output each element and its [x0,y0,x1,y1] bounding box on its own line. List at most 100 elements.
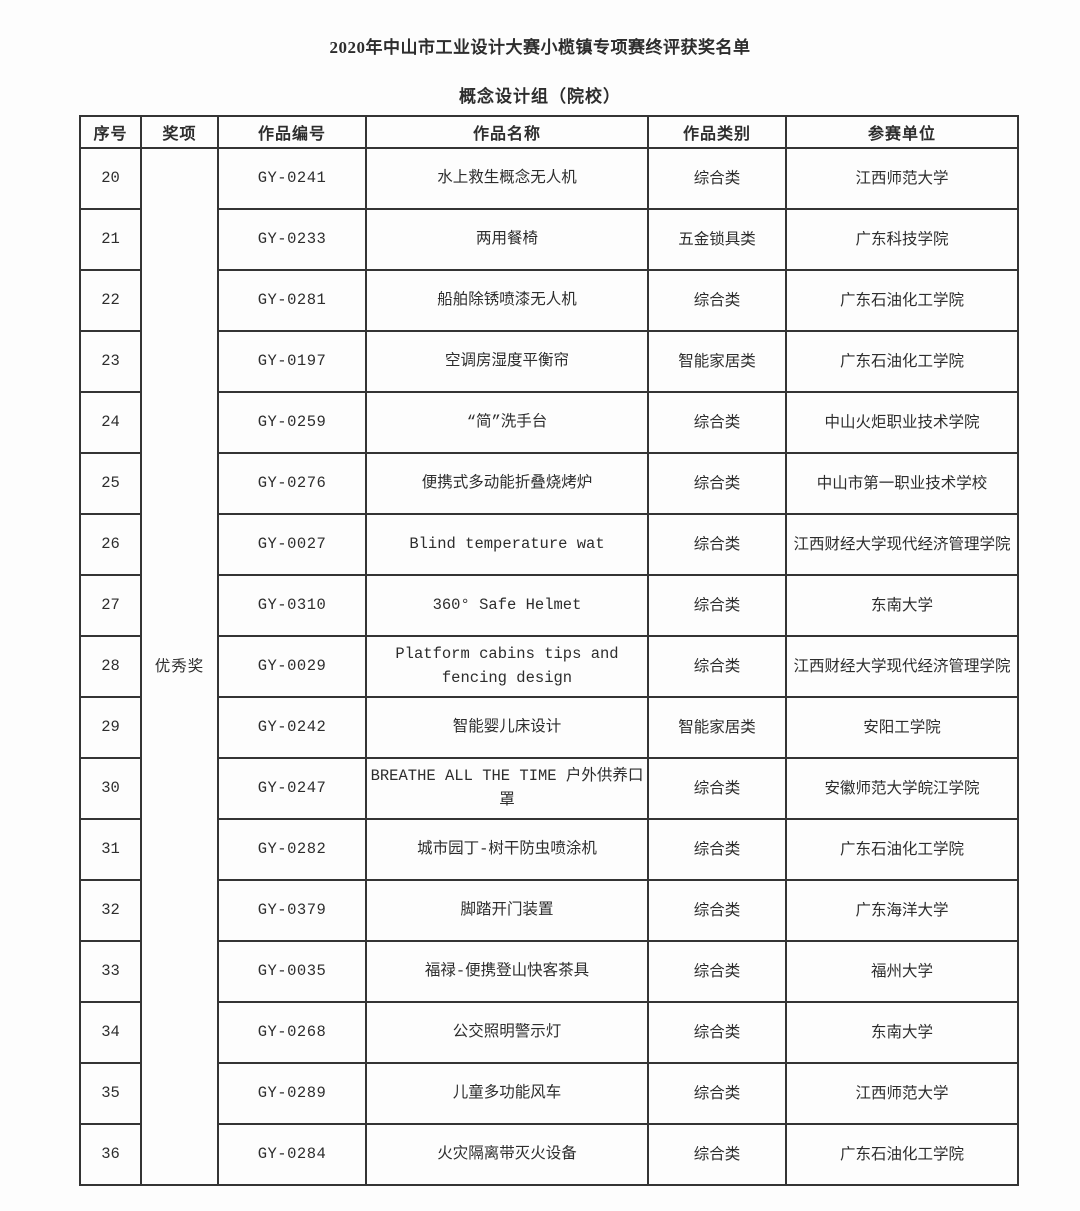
row-number-cell: 34 [79,1001,142,1064]
work-name-cell: 儿童多功能风车 [365,1062,649,1125]
table-row: 36 GY-0284 火灾隔离带灭火设备 综合类 广东石油化工学院 [79,1123,1019,1186]
table-row: 22 GY-0281 船舶除锈喷漆无人机 综合类 广东石油化工学院 [79,269,1019,332]
work-name-cell: 360° Safe Helmet [365,574,649,637]
document-subtitle: 概念设计组（院校） [459,87,621,106]
work-code-cell: GY-0289 [217,1062,367,1125]
work-category-cell: 智能家居类 [647,696,787,759]
participating-unit-cell: 广东石油化工学院 [785,1123,1019,1186]
participating-unit-cell: 江西财经大学现代经济管理学院 [785,635,1019,698]
award-cell: 优秀奖 [140,147,219,1186]
work-category-cell: 综合类 [647,1123,787,1186]
work-code-cell: GY-0029 [217,635,367,698]
header-work-category: 作品类别 [647,115,787,149]
work-category-cell: 综合类 [647,879,787,942]
work-code-cell: GY-0259 [217,391,367,454]
work-name-cell: Blind temperature wat [365,513,649,576]
participating-unit-cell: 东南大学 [785,574,1019,637]
row-number-cell: 29 [79,696,142,759]
header-work-code: 作品编号 [217,115,367,149]
table-row: 31 GY-0282 城市园丁-树干防虫喷涂机 综合类 广东石油化工学院 [79,818,1019,881]
table-row: 35 GY-0289 儿童多功能风车 综合类 江西师范大学 [79,1062,1019,1125]
row-number-cell: 28 [79,635,142,698]
work-category-cell: 智能家居类 [647,330,787,393]
table-header-row: 序号 奖项 作品编号 作品名称 作品类别 参赛单位 [79,115,1019,149]
participating-unit-cell: 江西师范大学 [785,147,1019,210]
work-name-cell: “简”洗手台 [365,391,649,454]
work-code-cell: GY-0242 [217,696,367,759]
work-category-cell: 综合类 [647,940,787,1003]
work-category-cell: 综合类 [647,635,787,698]
work-name-cell: 水上救生概念无人机 [365,147,649,210]
row-number-cell: 21 [79,208,142,271]
work-name-cell: 福禄-便携登山快客茶具 [365,940,649,1003]
table-row: 27 GY-0310 360° Safe Helmet 综合类 东南大学 [79,574,1019,637]
document-title: 2020年中山市工业设计大赛小榄镇专项赛终评获奖名单 [329,38,751,57]
work-category-cell: 综合类 [647,574,787,637]
work-code-cell: GY-0276 [217,452,367,515]
row-number-cell: 32 [79,879,142,942]
participating-unit-cell: 广东科技学院 [785,208,1019,271]
table-row: 34 GY-0268 公交照明警示灯 综合类 东南大学 [79,1001,1019,1064]
table-row: 23 GY-0197 空调房湿度平衡帘 智能家居类 广东石油化工学院 [79,330,1019,393]
header-serial-number: 序号 [79,115,142,149]
work-code-cell: GY-0284 [217,1123,367,1186]
work-code-cell: GY-0379 [217,879,367,942]
table-row: 25 GY-0276 便携式多动能折叠烧烤炉 综合类 中山市第一职业技术学校 [79,452,1019,515]
work-code-cell: GY-0310 [217,574,367,637]
row-number-cell: 27 [79,574,142,637]
participating-unit-cell: 中山火炬职业技术学院 [785,391,1019,454]
participating-unit-cell: 广东石油化工学院 [785,269,1019,332]
work-category-cell: 综合类 [647,391,787,454]
work-category-cell: 综合类 [647,1001,787,1064]
row-number-cell: 35 [79,1062,142,1125]
work-code-cell: GY-0035 [217,940,367,1003]
participating-unit-cell: 广东石油化工学院 [785,330,1019,393]
work-code-cell: GY-0241 [217,147,367,210]
work-category-cell: 五金锁具类 [647,208,787,271]
work-category-cell: 综合类 [647,269,787,332]
work-name-cell: 脚踏开门装置 [365,879,649,942]
row-number-cell: 31 [79,818,142,881]
work-category-cell: 综合类 [647,513,787,576]
work-category-cell: 综合类 [647,1062,787,1125]
work-name-cell: 智能婴儿床设计 [365,696,649,759]
work-code-cell: GY-0027 [217,513,367,576]
table-row: 29 GY-0242 智能婴儿床设计 智能家居类 安阳工学院 [79,696,1019,759]
participating-unit-cell: 江西财经大学现代经济管理学院 [785,513,1019,576]
row-number-cell: 30 [79,757,142,820]
row-number-cell: 36 [79,1123,142,1186]
participating-unit-cell: 安徽师范大学皖江学院 [785,757,1019,820]
header-work-name: 作品名称 [365,115,649,149]
table-row: 26 GY-0027 Blind temperature wat 综合类 江西财经大学现… [79,513,1019,576]
row-number-cell: 23 [79,330,142,393]
table-body: 20 优秀奖 GY-0241 水上救生概念无人机 综合类 江西师范大学 21 GY-0233 两… [79,147,1019,1186]
work-name-cell: 空调房湿度平衡帘 [365,330,649,393]
participating-unit-cell: 广东石油化工学院 [785,818,1019,881]
work-category-cell: 综合类 [647,452,787,515]
work-code-cell: GY-0197 [217,330,367,393]
work-name-cell: 便携式多动能折叠烧烤炉 [365,452,649,515]
table-row: 28 GY-0029 Platform cabins tips and fencin… [79,635,1019,698]
participating-unit-cell: 福州大学 [785,940,1019,1003]
work-name-cell: 两用餐椅 [365,208,649,271]
participating-unit-cell: 东南大学 [785,1001,1019,1064]
work-name-cell: 船舶除锈喷漆无人机 [365,269,649,332]
work-name-cell: 火灾隔离带灭火设备 [365,1123,649,1186]
table-row: 33 GY-0035 福禄-便携登山快客茶具 综合类 福州大学 [79,940,1019,1003]
work-name-cell: Platform cabins tips and fencing design [365,635,649,698]
row-number-cell: 24 [79,391,142,454]
table-row: 21 GY-0233 两用餐椅 五金锁具类 广东科技学院 [79,208,1019,271]
table-row: 30 GY-0247 BREATHE ALL THE TIME 户外供养口罩 综合类安… [79,757,1019,820]
work-category-cell: 综合类 [647,757,787,820]
header-participating-unit: 参赛单位 [785,115,1019,149]
table-row: 24 GY-0259 “简”洗手台 综合类 中山火炬职业技术学院 [79,391,1019,454]
row-number-cell: 25 [79,452,142,515]
work-name-cell: BREATHE ALL THE TIME 户外供养口罩 [365,757,649,820]
work-code-cell: GY-0281 [217,269,367,332]
work-code-cell: GY-0282 [217,818,367,881]
work-category-cell: 综合类 [647,818,787,881]
work-code-cell: GY-0233 [217,208,367,271]
participating-unit-cell: 广东海洋大学 [785,879,1019,942]
header-award: 奖项 [140,115,219,149]
